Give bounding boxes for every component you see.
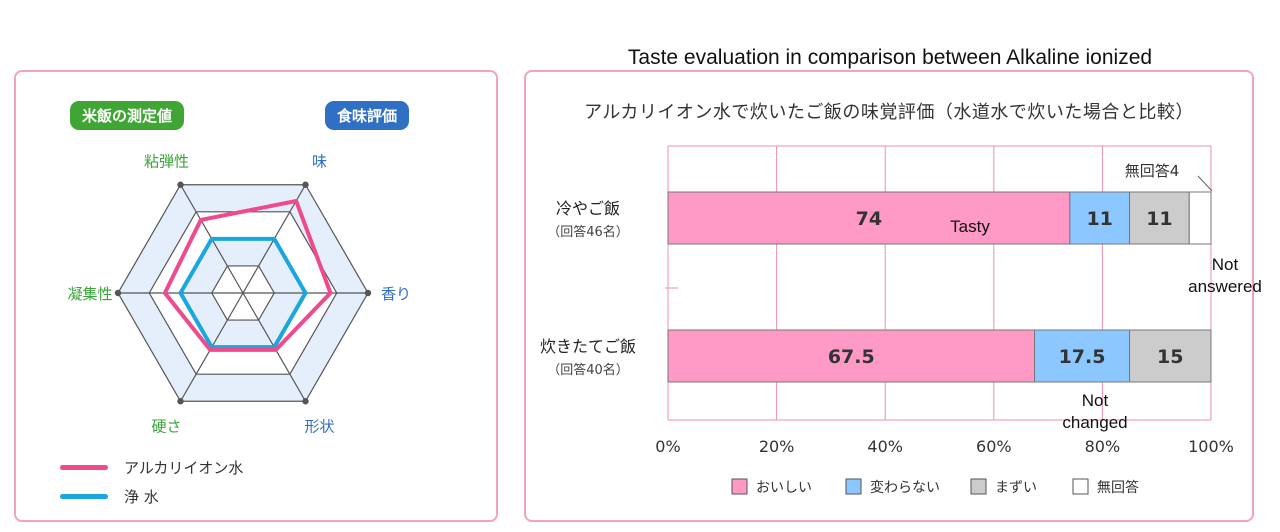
callout-leader-line bbox=[1197, 175, 1213, 192]
category-label: 炊きたてご飯 bbox=[540, 337, 636, 356]
radar-axis-label: 形状 bbox=[304, 418, 334, 436]
legend-swatch bbox=[845, 478, 862, 495]
bar-segment bbox=[1188, 191, 1212, 245]
bar-value-label: 67.5 bbox=[828, 346, 875, 368]
annotation-tasty: Tasty bbox=[950, 217, 990, 236]
category-sublabel: （回答40名） bbox=[547, 362, 629, 378]
bar-value-label: 11 bbox=[1146, 208, 1172, 230]
legend-label-alkaline: アルカリイオン水 bbox=[124, 459, 244, 477]
bar-chart-title: アルカリイオン水で炊いたご飯の味覚評価（水道水で炊いた場合と比較） bbox=[584, 102, 1194, 123]
bar-value-label: 74 bbox=[856, 208, 882, 230]
bar-value-label: 15 bbox=[1157, 346, 1183, 368]
annotation-not-answered: Not answered bbox=[1188, 255, 1262, 296]
legend-label-purified: 浄 水 bbox=[124, 488, 159, 506]
bar-value-label: 17.5 bbox=[1059, 346, 1106, 368]
radar-axis-label: 硬さ bbox=[151, 418, 181, 436]
bar-panel bbox=[524, 70, 1254, 522]
annotation-not-changed: Not changed bbox=[1062, 391, 1128, 432]
radar-axis-dot bbox=[302, 398, 309, 405]
x-tick-label: 100% bbox=[1188, 437, 1234, 456]
no-answer-callout: 無回答4 bbox=[1125, 162, 1180, 180]
radar-axis-dot bbox=[302, 181, 309, 188]
legend-swatch bbox=[731, 478, 748, 495]
radar-axis-dot bbox=[177, 398, 184, 405]
legend-label: 無回答 bbox=[1097, 479, 1139, 496]
radar-series-line bbox=[178, 236, 308, 350]
bar-segment bbox=[1129, 191, 1190, 245]
stacked-bar-chart: 0% 20% 40% 60% 80% 100% 冷やご飯 （回答46名） 74 11 11 炊きたてご… bbox=[540, 145, 1234, 496]
x-tick-label: 20% bbox=[759, 437, 795, 456]
x-tick-label: 0% bbox=[655, 437, 680, 456]
x-tick-label: 60% bbox=[976, 437, 1012, 456]
bar-segment bbox=[667, 191, 1071, 245]
x-tick-label: 40% bbox=[867, 437, 903, 456]
legend-line-alkaline bbox=[60, 465, 108, 470]
radar-axis-dot bbox=[114, 289, 122, 297]
legend-swatch bbox=[1072, 478, 1089, 495]
radar-legend-alkaline: アルカリイオン水 bbox=[60, 457, 243, 478]
bar-segment bbox=[1034, 329, 1131, 383]
legend-line-purified bbox=[60, 494, 108, 499]
legend-swatch bbox=[970, 478, 987, 495]
legend-label: 変わらない bbox=[870, 479, 940, 496]
radar-series-line bbox=[162, 198, 333, 352]
category-sublabel: （回答46名） bbox=[547, 224, 629, 240]
radar-axis-label: 味 bbox=[312, 152, 327, 170]
badge-taste-evaluation: 食味評価 bbox=[325, 101, 410, 130]
badge-rice-measurement: 米飯の測定値 bbox=[70, 101, 185, 130]
bar-value-label: 11 bbox=[1086, 208, 1112, 230]
legend-label: おいしい bbox=[756, 480, 812, 496]
radar-axis-label: 粘弾性 bbox=[144, 152, 189, 170]
radar-legend-purified: 浄 水 bbox=[60, 486, 159, 507]
bar-segment bbox=[1129, 329, 1212, 383]
radar-axis-dot bbox=[177, 181, 184, 188]
radar-axis-label: 香り bbox=[381, 285, 411, 303]
x-tick-label: 80% bbox=[1085, 437, 1121, 456]
radar-axis-label: 凝集性 bbox=[67, 285, 112, 303]
category-label: 冷やご飯 bbox=[556, 199, 620, 218]
legend-label: まずい bbox=[995, 480, 1037, 496]
radar-axis-dot bbox=[364, 289, 372, 297]
